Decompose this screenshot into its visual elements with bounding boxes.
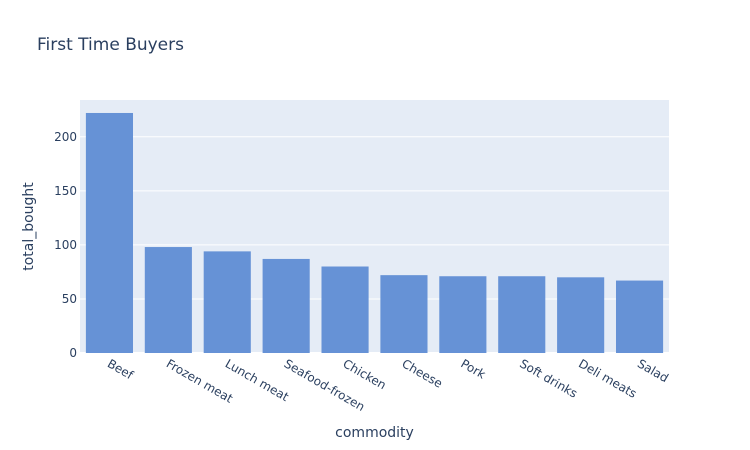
y-tick-label: 0 — [69, 346, 77, 360]
bar-beef — [85, 112, 134, 353]
bar-lunch-meat — [203, 251, 251, 353]
bar-deli-meats — [557, 277, 605, 353]
y-tick-label: 150 — [54, 184, 77, 198]
bar-salad — [615, 280, 664, 353]
bar-seafood-frozen — [262, 258, 310, 353]
x-tick-label: Deli meats — [576, 356, 639, 400]
x-tick-label: Salad — [635, 356, 671, 385]
x-tick-label: Beef — [105, 356, 136, 382]
y-tick-label: 200 — [54, 130, 77, 144]
x-axis-title: commodity — [335, 425, 414, 441]
x-tick-label: Chicken — [341, 356, 389, 392]
bar-soft-drinks — [498, 276, 546, 353]
bars-group — [85, 112, 664, 353]
y-axis-title: total_bought — [21, 182, 37, 271]
x-tick-label: Pork — [458, 356, 488, 381]
bar-cheese — [380, 275, 428, 353]
y-tick-labels: 0 50 100 150 200 — [54, 130, 77, 360]
y-tick-label: 100 — [54, 238, 77, 252]
bar-pork — [439, 276, 487, 353]
bar-chicken — [321, 266, 369, 353]
bar-frozen-meat — [144, 247, 192, 353]
x-tick-label: Cheese — [399, 356, 444, 390]
y-tick-label: 50 — [62, 292, 77, 306]
x-tick-label: Soft drinks — [517, 356, 580, 400]
chart-title: First Time Buyers — [37, 35, 184, 55]
